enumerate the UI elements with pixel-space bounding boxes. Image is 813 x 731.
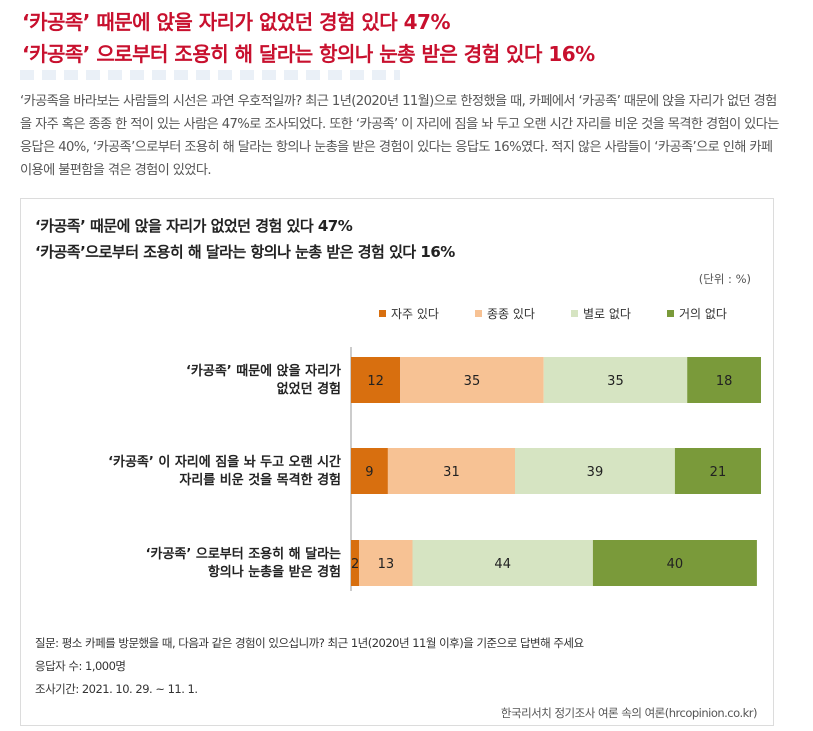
data-label-0-1: 35: [464, 374, 481, 389]
data-label-1-3: 21: [710, 465, 727, 480]
bar-0-3: [687, 357, 761, 403]
legend-swatch-3: [667, 310, 674, 317]
data-label-0-0: 12: [367, 374, 384, 389]
intro-paragraph: ‘카공족을 바라보는 사람들의 시선은 과연 우호적일까? 최근 1년(2020…: [20, 94, 779, 178]
data-label-2-2: 44: [494, 557, 511, 572]
chart-title: ‘카공족’ 때문에 앉을 자리가 없었던 경험 있다 47%: [35, 217, 353, 235]
bar-1-3: [674, 448, 761, 494]
data-label-2-1: 13: [378, 557, 395, 572]
headline-line-2: ‘카공족’ 으로부터 조용히 해 달라는 항의나 눈총 받은 경험 있다 16%: [22, 42, 595, 66]
data-label-2-0: 2: [351, 557, 359, 572]
legend-item-1: 종종 있다: [475, 305, 535, 322]
bar-2-0: [351, 540, 360, 586]
legend-swatch-2: [571, 310, 578, 317]
bar-1-2: [515, 448, 675, 494]
data-label-0-3: 18: [716, 374, 733, 389]
legend-item-2: 별로 없다: [571, 305, 631, 322]
bar-1-1: [387, 448, 515, 494]
footer-source: 한국리서치 정기조사 여론 속의 여론(hrcopinion.co.kr): [500, 706, 758, 720]
legend-label-1: 종종 있다: [487, 307, 535, 321]
category-label-0-line-0: ‘카공족’ 때문에 앉을 자리가: [186, 363, 341, 379]
bar-2-3: [592, 540, 757, 586]
bar-2-1: [359, 540, 413, 586]
decorative-stripe: [20, 70, 400, 80]
footer-period: 조사기간: 2021. 10. 29. ~ 11. 1.: [35, 682, 198, 696]
data-label-1-1: 31: [443, 465, 460, 480]
legend-label-0: 자주 있다: [391, 307, 439, 321]
headline-line-1: ‘카공족’ 때문에 앉을 자리가 없었던 경험 있다 47%: [22, 10, 451, 34]
legend-swatch-0: [379, 310, 386, 317]
legend-item-3: 거의 없다: [667, 305, 727, 322]
category-label-2-line-0: ‘카공족’ 으로부터 조용히 해 달라는: [146, 546, 341, 562]
bar-0-0: [351, 357, 401, 403]
data-label-0-2: 35: [607, 374, 624, 389]
unit-label: (단위 : %): [698, 272, 751, 286]
legend-item-0: 자주 있다: [379, 305, 439, 322]
category-label-1-line-0: ‘카공족’ 이 자리에 짐을 놔 두고 오랜 시간: [108, 454, 341, 470]
bar-1-0: [351, 448, 388, 494]
chart-card: ‘카공족’ 때문에 앉을 자리가 없었던 경험 있다 47% ‘카공족’으로부터…: [20, 198, 774, 726]
category-label-1-line-1: 자리를 비운 것을 목격한 경험: [179, 472, 341, 488]
footer-question: 질문: 평소 카페를 방문했을 때, 다음과 같은 경험이 있으십니까? 최근 …: [35, 636, 584, 650]
category-label-0-line-1: 없었던 경험: [277, 381, 341, 397]
data-label-1-0: 9: [365, 465, 373, 480]
category-label-2-line-1: 항의나 눈총을 받은 경험: [208, 564, 341, 580]
bar-2-2: [412, 540, 593, 586]
bar-0-1: [400, 357, 544, 403]
data-label-2-3: 40: [667, 557, 684, 572]
data-label-1-2: 39: [587, 465, 604, 480]
bar-0-2: [543, 357, 688, 403]
footer-respondents: 응답자 수: 1,000명: [35, 659, 126, 673]
legend-label-3: 거의 없다: [679, 307, 727, 321]
legend-swatch-1: [475, 310, 482, 317]
chart-subtitle: ‘카공족’으로부터 조용히 해 달라는 항의나 눈총 받은 경험 있다 16%: [35, 243, 455, 261]
legend-label-2: 별로 없다: [583, 307, 631, 321]
